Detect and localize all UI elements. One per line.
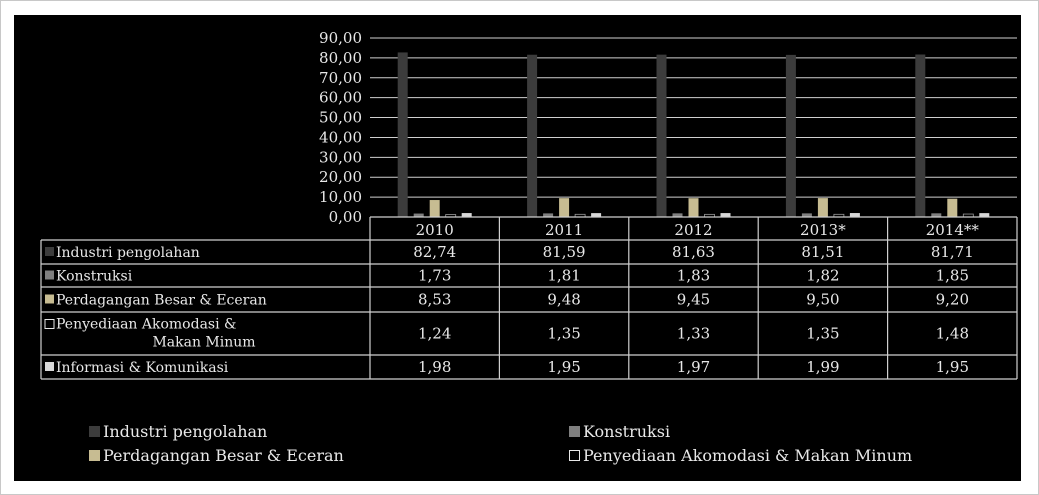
chart-panel: 90,00 80,00 70,00 60,00 50,00 40,00 30,00 20,00…	[14, 15, 1021, 481]
y-tick-label: 90,00	[319, 29, 362, 47]
data-label: 1,48	[936, 325, 969, 343]
data-label: 1,98	[418, 358, 451, 376]
bar	[543, 213, 554, 217]
table-row-label: Konstruksi	[56, 269, 133, 285]
x-category-label: 2011	[545, 221, 583, 239]
y-tick-label: 0,00	[329, 208, 362, 226]
y-tick-label: 10,00	[319, 188, 362, 206]
y-tick-label: 50,00	[319, 109, 362, 127]
data-label: 1,99	[806, 358, 839, 376]
data-label: 9,20	[936, 291, 969, 309]
data-label: 1,85	[936, 267, 969, 285]
y-tick-label: 70,00	[319, 69, 362, 87]
bar	[413, 213, 424, 217]
data-label: 1,95	[547, 358, 580, 376]
data-label: 81,51	[801, 243, 844, 261]
bar	[817, 198, 828, 217]
data-label: 1,97	[677, 358, 710, 376]
x-category-label: 2014**	[926, 221, 980, 239]
data-label: 1,95	[936, 358, 969, 376]
data-label: 82,74	[413, 243, 456, 261]
table-row-label: Informasi & Komunikasi	[56, 360, 229, 376]
data-label: 1,33	[677, 325, 710, 343]
y-tick-label: 60,00	[319, 89, 362, 107]
bar	[461, 213, 472, 217]
x-category-label: 2010	[416, 221, 454, 239]
y-tick-label: 40,00	[319, 128, 362, 146]
table-series-swatch	[45, 362, 54, 371]
y-tick-label: 80,00	[319, 49, 362, 67]
table-series-swatch	[45, 270, 54, 280]
data-label: 1,82	[806, 267, 839, 285]
data-label: 1,83	[677, 267, 710, 285]
y-tick-label: 30,00	[319, 148, 362, 166]
table-row-label: Perdagangan Besar & Eceran	[56, 293, 267, 309]
bar	[931, 213, 942, 217]
bar	[688, 198, 699, 217]
table-row-label: Makan Minum	[152, 335, 255, 351]
data-label: 1,73	[418, 267, 451, 285]
data-label: 1,24	[418, 325, 451, 343]
x-category-label: 2013*	[800, 221, 846, 239]
data-label: 9,50	[806, 291, 839, 309]
x-category-label: 2012	[674, 221, 712, 239]
table-series-swatch	[44, 319, 55, 329]
data-label: 1,35	[547, 325, 580, 343]
data-label: 1,81	[547, 267, 580, 285]
data-label: 9,45	[677, 291, 710, 309]
bar	[656, 54, 667, 217]
data-label: 81,59	[543, 243, 586, 261]
table-series-swatch	[45, 294, 54, 304]
bar	[849, 213, 860, 217]
bar	[801, 213, 812, 217]
data-label: 1,35	[806, 325, 839, 343]
bar	[947, 198, 958, 217]
table-series-swatch	[45, 247, 54, 256]
bar	[591, 213, 602, 217]
bar	[672, 213, 683, 217]
data-label: 8,53	[418, 291, 451, 309]
bar	[559, 198, 570, 217]
data-label: 9,48	[547, 291, 580, 309]
bar	[720, 213, 731, 217]
table-row-label: Penyediaan Akomodasi &	[56, 317, 237, 333]
bar	[397, 52, 408, 218]
bar	[979, 213, 990, 217]
bar	[429, 200, 440, 217]
data-label: 81,63	[672, 243, 715, 261]
table-row-label: Industri pengolahan	[56, 245, 200, 261]
bar	[527, 54, 538, 217]
data-label: 81,71	[931, 243, 974, 261]
bar	[785, 54, 796, 217]
bar	[915, 54, 926, 218]
y-tick-label: 20,00	[319, 168, 362, 186]
